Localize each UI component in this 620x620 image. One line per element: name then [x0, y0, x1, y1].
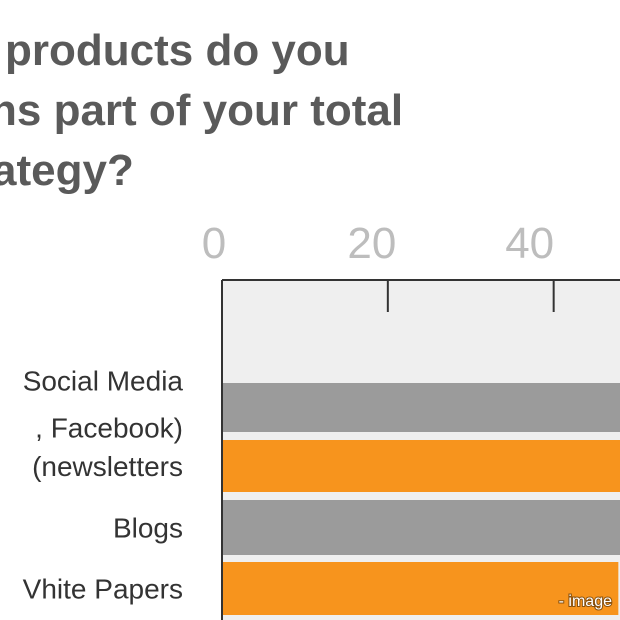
x-tick-label: 20 — [347, 219, 396, 268]
bar — [222, 440, 620, 492]
y-tick-label: (newsletters — [32, 451, 183, 482]
bar — [222, 500, 620, 555]
bar — [222, 562, 619, 615]
x-tick-label: 40 — [505, 219, 554, 268]
chart-title: products do you — [5, 26, 350, 75]
chart-title: ategy? — [0, 146, 134, 195]
bar — [222, 383, 620, 432]
y-tick-label: Blogs — [113, 513, 183, 544]
bars — [222, 383, 620, 615]
y-tick-label: Vhite Papers — [23, 574, 183, 605]
x-tick-label: 0 — [202, 219, 226, 268]
chart-title: ns part of your total — [0, 86, 403, 135]
y-tick-label: Social Media — [23, 366, 184, 397]
y-tick-label: , Facebook) — [35, 413, 183, 444]
watermark: - image — [559, 593, 612, 610]
